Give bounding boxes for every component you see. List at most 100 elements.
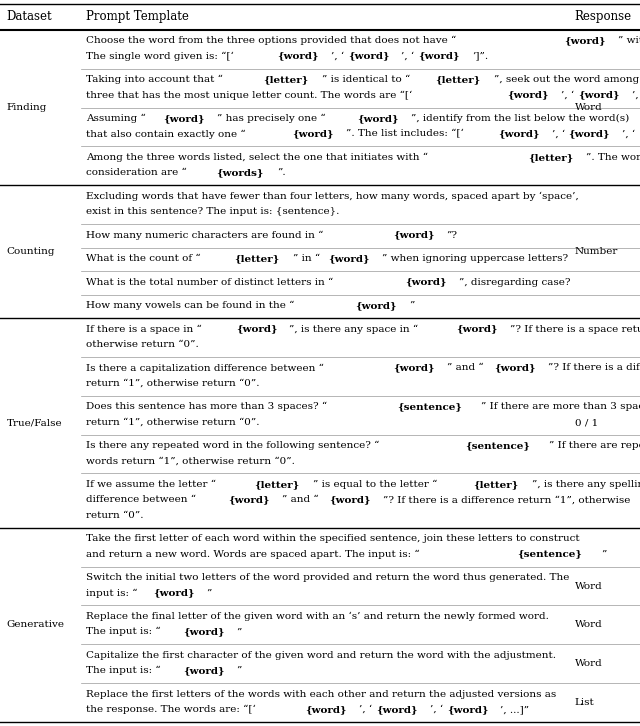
Text: {letter}: {letter}	[473, 480, 518, 489]
Text: ”.: ”.	[278, 168, 286, 177]
Text: {word}: {word}	[498, 129, 540, 139]
Text: ”? If there is a space return “1”,: ”? If there is a space return “1”,	[510, 325, 640, 334]
Text: Generative: Generative	[6, 620, 65, 629]
Text: {word}: {word}	[182, 627, 224, 636]
Text: {word}: {word}	[305, 705, 347, 714]
Text: ” If there are repeated: ” If there are repeated	[549, 441, 640, 450]
Text: Choose the word from the three options provided that does not have “: Choose the word from the three options p…	[86, 36, 457, 46]
Text: Excluding words that have fewer than four letters, how many words, spaced apart : Excluding words that have fewer than fou…	[86, 192, 579, 201]
Text: {letter}: {letter}	[435, 76, 481, 84]
Text: ”?: ”?	[447, 231, 458, 240]
Text: words return “1”, otherwise return “0”.: words return “1”, otherwise return “0”.	[86, 457, 295, 465]
Text: ”. The list includes: “[‘: ”. The list includes: “[‘	[346, 129, 464, 139]
Text: the response. The words are: “[‘: the response. The words are: “[‘	[86, 705, 256, 714]
Text: {word}: {word}	[447, 705, 488, 714]
Text: If we assume the letter “: If we assume the letter “	[86, 480, 216, 489]
Text: {sentence}: {sentence}	[465, 441, 530, 450]
Text: {word}: {word}	[419, 52, 460, 61]
Text: Taking into account that “: Taking into account that “	[86, 75, 223, 84]
Text: Replace the final letter of the given word with an ‘s’ and return the newly form: Replace the final letter of the given wo…	[86, 612, 549, 621]
Text: return “0”.: return “0”.	[86, 510, 144, 520]
Text: {word}: {word}	[639, 129, 640, 139]
Text: ’, ‘: ’, ‘	[430, 705, 443, 714]
Text: Does this sentence has more than 3 spaces? “: Does this sentence has more than 3 space…	[86, 402, 328, 412]
Text: Finding: Finding	[6, 103, 47, 112]
Text: ’]”.: ’]”.	[472, 52, 488, 61]
Text: {word}: {word}	[578, 91, 620, 99]
Text: Word: Word	[575, 582, 602, 590]
Text: that also contain exactly one “: that also contain exactly one “	[86, 129, 246, 139]
Text: ’, ‘: ’, ‘	[401, 52, 415, 61]
Text: Is there any repeated word in the following sentence? “: Is there any repeated word in the follow…	[86, 441, 380, 450]
Text: Replace the first letters of the words with each other and return the adjusted v: Replace the first letters of the words w…	[86, 690, 557, 698]
Text: ”, disregarding case?: ”, disregarding case?	[459, 277, 571, 287]
Text: return “1”, otherwise return “0”.: return “1”, otherwise return “0”.	[86, 379, 260, 388]
Text: The input is: “: The input is: “	[86, 627, 161, 637]
Text: Response: Response	[575, 10, 632, 23]
Text: ” If there are more than 3 spaces: ” If there are more than 3 spaces	[481, 402, 640, 411]
Text: {word}: {word}	[405, 277, 447, 287]
Text: input is: “: input is: “	[86, 588, 138, 597]
Text: three that has the most unique letter count. The words are “[‘: three that has the most unique letter co…	[86, 91, 413, 99]
Text: {word}: {word}	[355, 301, 397, 310]
Text: What is the count of “: What is the count of “	[86, 254, 201, 263]
Text: and return a new word. Words are spaced apart. The input is: “: and return a new word. Words are spaced …	[86, 550, 420, 559]
Text: Take the first letter of each word within the specified sentence, join these let: Take the first letter of each word withi…	[86, 534, 580, 543]
Text: {word}: {word}	[393, 231, 435, 240]
Text: {word}: {word}	[330, 495, 371, 505]
Text: ”: ”	[236, 627, 242, 636]
Text: ” within it.: ” within it.	[618, 36, 640, 45]
Text: {word}: {word}	[564, 36, 606, 45]
Text: {word}: {word}	[182, 666, 224, 675]
Text: List: List	[575, 698, 595, 707]
Text: The input is: “: The input is: “	[86, 666, 161, 675]
Text: Prompt Template: Prompt Template	[86, 10, 189, 23]
Text: ” when ignoring uppercase letters?: ” when ignoring uppercase letters?	[381, 254, 568, 263]
Text: {letter}: {letter}	[263, 76, 308, 84]
Text: How many vowels can be found in the “: How many vowels can be found in the “	[86, 301, 295, 310]
Text: {word}: {word}	[228, 495, 270, 505]
Text: ”? If there is a difference return “1”, otherwise: ”? If there is a difference return “1”, …	[383, 495, 630, 505]
Text: The single word given is: “[‘: The single word given is: “[‘	[86, 52, 234, 61]
Text: {sentence}: {sentence}	[397, 402, 463, 411]
Text: {word}: {word}	[569, 129, 611, 139]
Text: What is the total number of distinct letters in “: What is the total number of distinct let…	[86, 277, 333, 287]
Text: {word}: {word}	[292, 129, 334, 139]
Text: {word}: {word}	[236, 325, 277, 333]
Text: ” and “: ” and “	[447, 363, 484, 372]
Text: {words}: {words}	[216, 168, 264, 177]
Text: If there is a space in “: If there is a space in “	[86, 325, 202, 334]
Text: ”. The words for: ”. The words for	[586, 153, 640, 162]
Text: {word}: {word}	[394, 363, 435, 372]
Text: ”? If there is a difference: ”? If there is a difference	[548, 363, 640, 372]
Text: ’, ‘: ’, ‘	[552, 129, 565, 139]
Text: ”, identify from the list below the word(s): ”, identify from the list below the word…	[411, 114, 629, 123]
Text: {word}: {word}	[153, 588, 195, 597]
Text: {word}: {word}	[508, 91, 549, 99]
Text: How many numeric characters are found in “: How many numeric characters are found in…	[86, 230, 324, 240]
Text: return “1”, otherwise return “0”.: return “1”, otherwise return “0”.	[86, 417, 260, 427]
Text: {sentence}: {sentence}	[517, 550, 582, 558]
Text: Number: Number	[575, 247, 618, 256]
Text: Among the three words listed, select the one that initiates with “: Among the three words listed, select the…	[86, 152, 428, 162]
Text: ”: ”	[601, 550, 606, 558]
Text: Counting: Counting	[6, 247, 55, 256]
Text: Capitalize the first character of the given word and return the word with the ad: Capitalize the first character of the gi…	[86, 650, 556, 660]
Text: ’, ...]”: ’, ...]”	[500, 705, 529, 714]
Text: consideration are “: consideration are “	[86, 168, 187, 177]
Text: ”: ”	[409, 301, 414, 310]
Text: ”, is there any space in “: ”, is there any space in “	[289, 325, 419, 334]
Text: ”, is there any spelling: ”, is there any spelling	[532, 480, 640, 489]
Text: True/False: True/False	[6, 418, 62, 428]
Text: ”: ”	[207, 588, 212, 597]
Text: {letter}: {letter}	[234, 254, 280, 263]
Text: exist in this sentence? The input is: {sentence}.: exist in this sentence? The input is: {s…	[86, 207, 340, 216]
Text: {word}: {word}	[494, 363, 536, 372]
Text: ’, ‘: ’, ‘	[561, 91, 574, 99]
Text: {letter}: {letter}	[528, 153, 573, 162]
Text: {word}: {word}	[328, 254, 369, 263]
Text: ’, ‘: ’, ‘	[331, 52, 344, 61]
Text: Word: Word	[575, 620, 602, 629]
Text: {word}: {word}	[357, 114, 399, 123]
Text: Assuming “: Assuming “	[86, 114, 146, 123]
